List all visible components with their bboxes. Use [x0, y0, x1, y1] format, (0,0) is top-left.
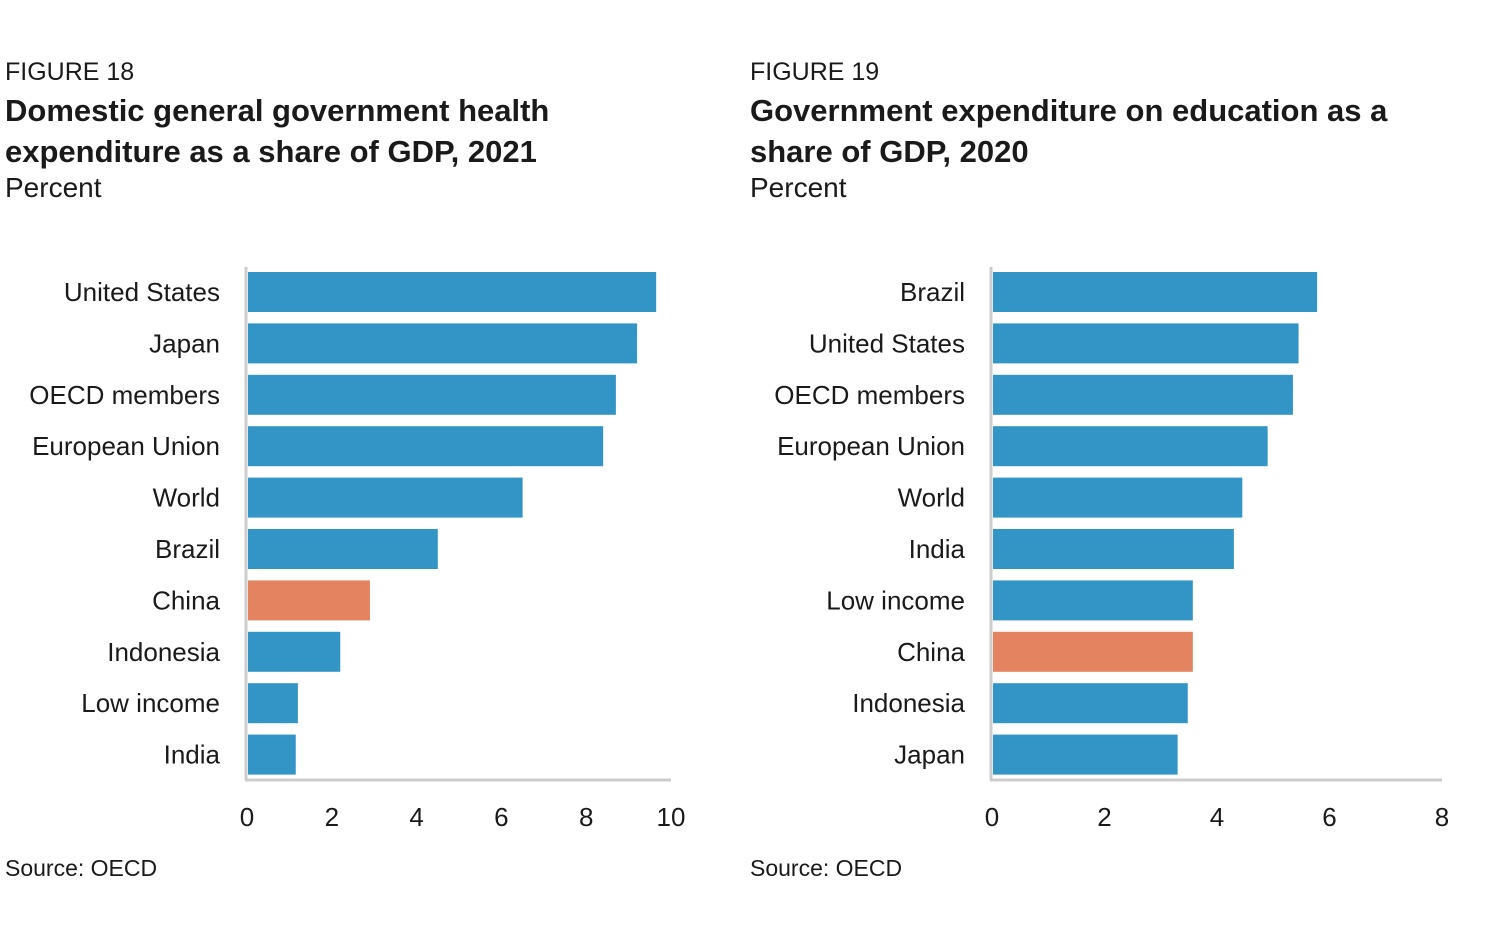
figure-label: FIGURE 19 — [750, 58, 880, 86]
bar-indonesia — [248, 631, 341, 672]
figure-label: FIGURE 18 — [5, 58, 135, 86]
bar-indonesia — [993, 683, 1188, 724]
bar-world — [993, 477, 1243, 518]
category-label: World — [153, 483, 220, 513]
bar-european-union — [248, 426, 604, 467]
category-label: India — [909, 534, 966, 564]
bar-india — [993, 529, 1234, 569]
category-label: Brazil — [155, 534, 220, 564]
x-tick-label: 6 — [494, 802, 508, 832]
category-label: European Union — [32, 431, 220, 461]
figure-title: Domestic general government health expen… — [5, 93, 550, 169]
bar-low-income — [993, 580, 1193, 621]
bar-brazil — [993, 272, 1318, 312]
bar-european-union — [993, 426, 1268, 467]
x-tick-label: 4 — [409, 802, 423, 832]
figure-18-panel: FIGURE 18 Domestic general government he… — [5, 58, 686, 881]
figure-source: Source: OECD — [750, 855, 903, 881]
category-label: United States — [809, 328, 965, 358]
bar-united-states — [993, 323, 1299, 364]
category-label: Indonesia — [107, 637, 220, 667]
bar-china — [993, 631, 1193, 672]
category-label: World — [898, 483, 965, 513]
category-label: United States — [64, 277, 220, 307]
bar-oecd-members — [248, 374, 616, 415]
x-tick-label: 4 — [1210, 802, 1224, 832]
category-label: Low income — [826, 585, 965, 615]
category-label: European Union — [777, 431, 965, 461]
category-label: Japan — [149, 328, 220, 358]
bar-low-income — [248, 683, 298, 724]
x-tick-label: 6 — [1322, 802, 1336, 832]
bar-world — [248, 477, 523, 518]
x-tick-label: 8 — [579, 802, 593, 832]
x-tick-label: 8 — [1435, 802, 1449, 832]
x-tick-label: 2 — [325, 802, 339, 832]
figure-source: Source: OECD — [5, 855, 158, 881]
education-expenditure-chart: Brazil United States OECD members European … — [774, 267, 1449, 832]
category-label: Low income — [81, 688, 220, 718]
category-label: Japan — [894, 740, 965, 770]
category-label: OECD members — [29, 380, 220, 410]
bar-china — [248, 580, 370, 621]
category-label: Indonesia — [852, 688, 965, 718]
health-expenditure-chart: United States Japan OECD members European U… — [29, 267, 686, 832]
category-label: India — [164, 740, 221, 770]
bar-oecd-members — [993, 374, 1293, 415]
x-tick-label: 0 — [240, 802, 254, 832]
figure-units: Percent — [750, 172, 847, 203]
category-label: OECD members — [774, 380, 965, 410]
x-tick-label: 2 — [1097, 802, 1111, 832]
bar-brazil — [248, 529, 438, 569]
figure-19-panel: FIGURE 19 Government expenditure on educ… — [745, 0, 1489, 927]
category-label: China — [152, 585, 220, 615]
bar-united-states — [248, 272, 657, 312]
bar-japan — [993, 734, 1178, 775]
x-tick-label: 10 — [657, 802, 686, 832]
bar-japan — [248, 323, 638, 364]
category-label: China — [897, 637, 965, 667]
figure-units: Percent — [5, 172, 102, 203]
category-label: Brazil — [900, 277, 965, 307]
figure-title: Government expenditure on education as a… — [750, 93, 1388, 169]
x-tick-label: 0 — [985, 802, 999, 832]
bar-india — [248, 734, 296, 775]
